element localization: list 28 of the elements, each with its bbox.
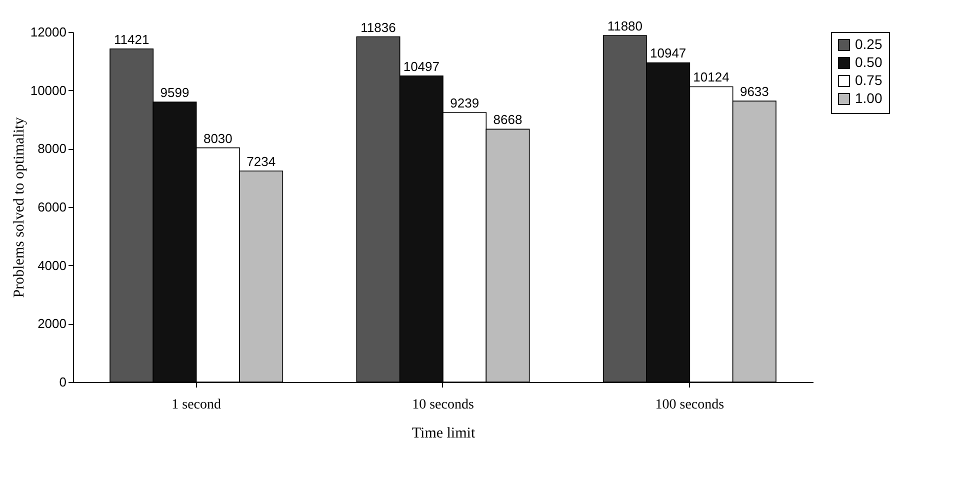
x-axis-title: Time limit (412, 426, 476, 442)
y-tick-label: 2000 (38, 316, 66, 332)
y-tick-label: 12000 (30, 24, 66, 40)
data-label: 11421 (114, 32, 150, 47)
legend-label: 1.00 (855, 90, 882, 106)
data-label: 8668 (493, 112, 522, 128)
data-label: 10497 (403, 58, 440, 74)
data-label: 9599 (160, 85, 190, 100)
y-tick-label: 10000 (30, 82, 66, 98)
x-tick-label: 10 seconds (412, 398, 474, 412)
data-label: 7234 (246, 154, 276, 170)
legend-label: 0.75 (855, 72, 882, 88)
data-label: 11836 (360, 20, 396, 35)
legend-label: 0.50 (855, 54, 882, 70)
x-tick-label: 1 second (172, 398, 222, 412)
data-label: 9633 (740, 84, 769, 100)
data-label: 10947 (650, 46, 686, 61)
y-tick-label: 6000 (38, 200, 66, 214)
legend-label: 0.25 (855, 36, 882, 52)
data-label: 11880 (607, 18, 643, 34)
y-axis-title: Problems solved to optimality (11, 116, 28, 298)
data-label: 9239 (450, 96, 480, 111)
data-label: 10124 (693, 70, 730, 85)
y-tick-label: 0 (59, 374, 66, 390)
y-tick-label: 4000 (38, 258, 66, 273)
data-label: 8030 (203, 130, 232, 146)
x-tick-label: 100 seconds (655, 398, 724, 412)
y-tick-label: 8000 (38, 141, 66, 156)
